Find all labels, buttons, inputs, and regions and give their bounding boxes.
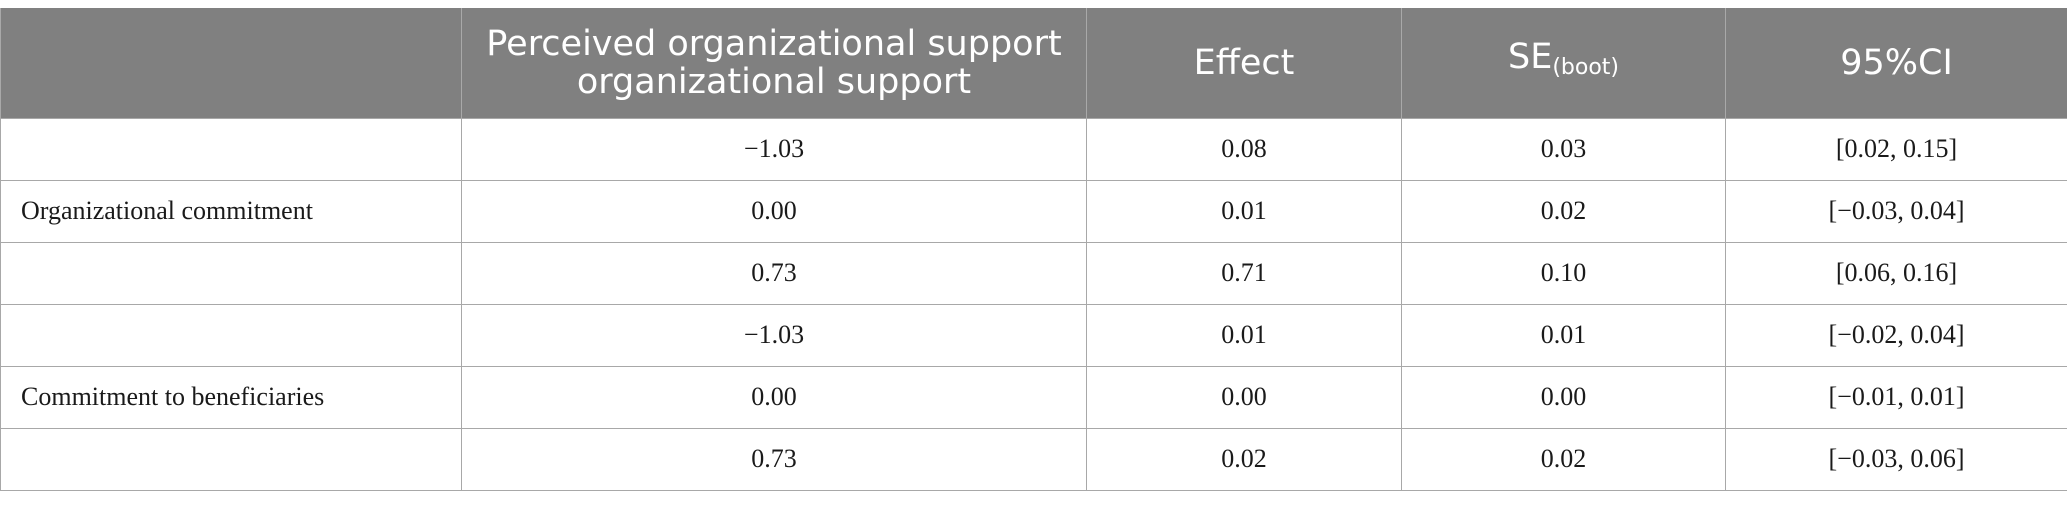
se-cell: 0.10 [1401, 241, 1726, 305]
se-cell: 0.03 [1401, 117, 1726, 181]
row-label-cell [0, 303, 462, 367]
header-se-boot: SE(boot) [1401, 8, 1726, 118]
effect-cell: 0.01 [1086, 179, 1402, 243]
effect-cell: 0.71 [1086, 241, 1402, 305]
ci-cell: [−0.03, 0.06] [1725, 427, 2067, 491]
se-cell: 0.01 [1401, 303, 1726, 367]
se-cell: 0.02 [1401, 179, 1726, 243]
table-body: −1.03 0.08 0.03 [0.02, 0.15] Organizational … [0, 117, 2067, 491]
se-cell: 0.00 [1401, 365, 1726, 429]
se-cell: 0.02 [1401, 427, 1726, 491]
table-header: Perceived organizational support organiz… [0, 8, 2067, 118]
effect-cell: 0.08 [1086, 117, 1402, 181]
header-row: Perceived organizational support organiz… [0, 8, 2067, 118]
row-label-cell: Commitment to beneficiaries [0, 365, 462, 429]
effect-cell: 0.01 [1086, 303, 1402, 367]
effect-cell: 0.00 [1086, 365, 1402, 429]
header-effect: Effect [1086, 8, 1402, 118]
ci-cell: [0.02, 0.15] [1725, 117, 2067, 181]
perceived-support-cell: −1.03 [461, 303, 1087, 367]
perceived-support-cell: 0.73 [461, 427, 1087, 491]
table-row: −1.03 0.01 0.01 [−0.02, 0.04] [0, 303, 2067, 367]
header-label-column [0, 8, 462, 118]
table-row: 0.73 0.71 0.10 [0.06, 0.16] [0, 241, 2067, 305]
header-se-subscript: (boot) [1552, 55, 1620, 81]
perceived-support-cell: −1.03 [461, 117, 1087, 181]
perceived-support-cell: 0.00 [461, 365, 1087, 429]
table-row: −1.03 0.08 0.03 [0.02, 0.15] [0, 117, 2067, 181]
ci-cell: [0.06, 0.16] [1725, 241, 2067, 305]
effect-cell: 0.02 [1086, 427, 1402, 491]
row-label-cell [0, 241, 462, 305]
results-table: Perceived organizational support organiz… [0, 8, 2067, 491]
row-label-cell [0, 427, 462, 491]
table-row: 0.73 0.02 0.02 [−0.03, 0.06] [0, 427, 2067, 491]
row-label-cell: Organizational commitment [0, 179, 462, 243]
table-row: Commitment to beneficiaries 0.00 0.00 0.00[… [0, 365, 2067, 429]
row-label-cell [0, 117, 462, 181]
perceived-support-cell: 0.00 [461, 179, 1087, 243]
perceived-support-cell: 0.73 [461, 241, 1087, 305]
header-95ci: 95%CI [1725, 8, 2067, 118]
header-perceived-organizational-support: Perceived organizational support organiz… [461, 8, 1087, 118]
ci-cell: [−0.02, 0.04] [1725, 303, 2067, 367]
ci-cell: [−0.01, 0.01] [1725, 365, 2067, 429]
table-row: Organizational commitment 0.00 0.01 0.02 [−0… [0, 179, 2067, 243]
ci-cell: [−0.03, 0.04] [1725, 179, 2067, 243]
